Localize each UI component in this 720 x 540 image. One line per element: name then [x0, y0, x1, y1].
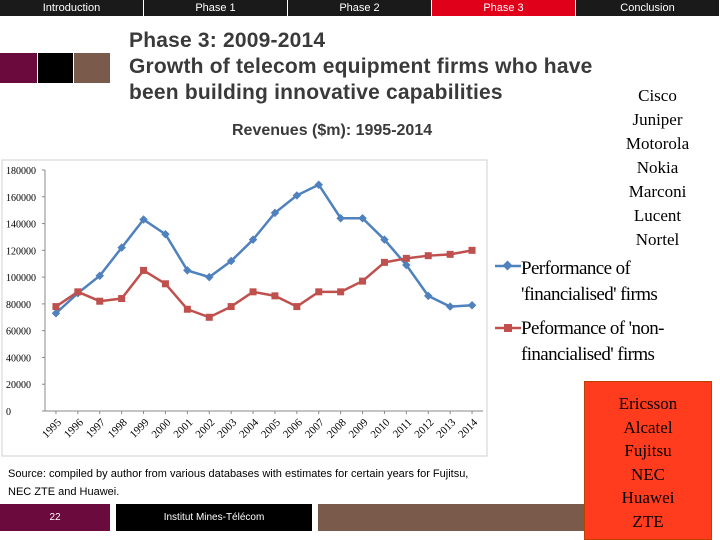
data-point-financialised	[314, 180, 323, 189]
data-point-non-financialised	[315, 288, 323, 296]
series-line-2	[55, 249, 473, 319]
data-point-non-financialised	[52, 303, 60, 311]
y-tick-label: 80000	[6, 300, 31, 311]
y-tick-label: 60000	[6, 327, 31, 338]
data-point-financialised	[467, 300, 477, 310]
data-point-financialised	[205, 272, 214, 282]
data-point-financialised	[336, 213, 345, 223]
firm-name: Juniper	[632, 110, 683, 129]
firm-name: Alcatel	[623, 417, 673, 437]
financialised-firms-list: Cisco Juniper Motorola Nokia Marconi Luc…	[605, 84, 710, 252]
title-line-2: Growth of telecom equipment firms who ha…	[129, 55, 593, 78]
tab-phase-1[interactable]: Phase 1	[144, 0, 288, 16]
decor-block-maroon	[0, 53, 37, 83]
firm-name: ZTE	[632, 511, 664, 531]
legend-item-financialised: Performance of 'financialised' firms	[495, 256, 715, 308]
data-point-financialised	[51, 309, 61, 318]
footer-brown-bar	[318, 504, 584, 531]
data-point-financialised	[380, 235, 389, 244]
legend-label-line: 'financialised' firms	[521, 284, 658, 305]
firm-name: Ericsson	[618, 394, 678, 413]
y-tick-label: 20000	[6, 380, 31, 391]
data-point-non-financialised	[446, 250, 454, 258]
data-point-non-financialised	[271, 292, 279, 300]
data-point-financialised	[183, 266, 192, 275]
legend-item-non-financialised: Peformance of 'non- financialised' firms	[495, 316, 715, 368]
data-point-non-financialised	[96, 297, 104, 305]
data-point-non-financialised	[424, 252, 432, 260]
tab-introduction[interactable]: Introduction	[0, 0, 144, 16]
page-number: 22	[49, 512, 61, 523]
data-point-non-financialised	[468, 246, 476, 254]
source-note: Source: compiled by author from various …	[8, 468, 469, 498]
decor-block-black	[38, 53, 73, 83]
y-tick-label: 100000	[6, 273, 36, 284]
decor-block-brown	[74, 53, 110, 83]
title-line-3: been building innovative capabilities	[129, 81, 503, 104]
institution-name: Institut Mines-Télécom	[163, 512, 265, 523]
data-point-non-financialised	[249, 288, 257, 296]
legend-label-line: Performance of	[521, 258, 631, 279]
data-point-non-financialised	[227, 303, 235, 311]
data-point-non-financialised	[380, 258, 388, 266]
series-line-1	[55, 183, 473, 315]
data-point-non-financialised	[161, 280, 169, 288]
firm-name: Motorola	[625, 134, 690, 153]
revenue-line-chart: 0 20000 40000 60000 80000 100000 120000 140000 1…	[1, 159, 488, 457]
tab-conclusion[interactable]: Conclusion	[576, 0, 720, 16]
data-point-financialised	[270, 208, 280, 218]
firm-name: Marconi	[628, 182, 687, 201]
y-tick-label: 160000	[6, 193, 36, 204]
title-line-1: Phase 3: 2009-2014	[129, 29, 326, 52]
y-tick-label: 0	[6, 407, 11, 418]
data-point-financialised	[358, 213, 367, 223]
data-point-non-financialised	[359, 277, 367, 285]
firm-name: NEC	[631, 464, 665, 484]
tab-phase-2[interactable]: Phase 2	[288, 0, 432, 16]
data-point-non-financialised	[337, 288, 345, 296]
non-financialised-firms-list: Ericsson Alcatel Fujitsu NEC Huawei ZTE	[584, 381, 712, 540]
y-tick-label: 40000	[6, 353, 31, 364]
data-point-non-financialised	[293, 303, 301, 311]
data-point-non-financialised	[205, 313, 213, 321]
data-point-financialised	[424, 291, 433, 301]
footer-institution-box: Institut Mines-Télécom	[116, 504, 312, 531]
data-point-financialised	[161, 230, 170, 239]
data-point-non-financialised	[74, 288, 82, 296]
data-point-non-financialised	[402, 254, 410, 262]
chart-title: Revenues ($m): 1995-2014	[232, 122, 433, 139]
data-point-financialised	[292, 191, 302, 200]
firm-name: Huawei	[621, 488, 675, 507]
top-nav: Introduction Phase 1 Phase 2 Phase 3 Con…	[0, 0, 720, 16]
data-point-financialised	[402, 260, 411, 270]
legend-marker-square-icon	[495, 324, 521, 332]
firm-name: Lucent	[633, 206, 682, 225]
data-point-non-financialised	[183, 305, 191, 313]
data-point-financialised	[445, 302, 455, 311]
legend-marker-diamond-icon	[495, 260, 521, 271]
y-tick-label: 120000	[6, 246, 36, 257]
firm-name: Nortel	[635, 230, 680, 249]
firm-name: Cisco	[638, 86, 677, 105]
chart-legend: Performance of 'financialised' firms Pef…	[495, 256, 715, 376]
firm-name: Fujitsu	[624, 441, 672, 460]
y-tick-label: 180000	[6, 166, 36, 177]
data-point-non-financialised	[118, 295, 126, 303]
footer-page-box: 22	[0, 504, 110, 531]
tab-phase-3[interactable]: Phase 3	[432, 0, 576, 16]
data-point-financialised	[226, 256, 236, 266]
legend-label-line: financialised' firms	[521, 344, 655, 365]
chart-frame	[1, 159, 488, 457]
data-point-non-financialised	[140, 266, 148, 274]
slide-title: Phase 3: 2009-2014 Growth of telecom equ…	[129, 28, 592, 106]
legend-label-line: Peformance of 'non-	[521, 318, 665, 339]
data-point-financialised	[95, 271, 104, 281]
data-point-financialised	[117, 243, 126, 252]
firm-name: Nokia	[636, 158, 679, 177]
data-point-financialised	[139, 215, 148, 224]
y-tick-label: 140000	[6, 220, 36, 231]
